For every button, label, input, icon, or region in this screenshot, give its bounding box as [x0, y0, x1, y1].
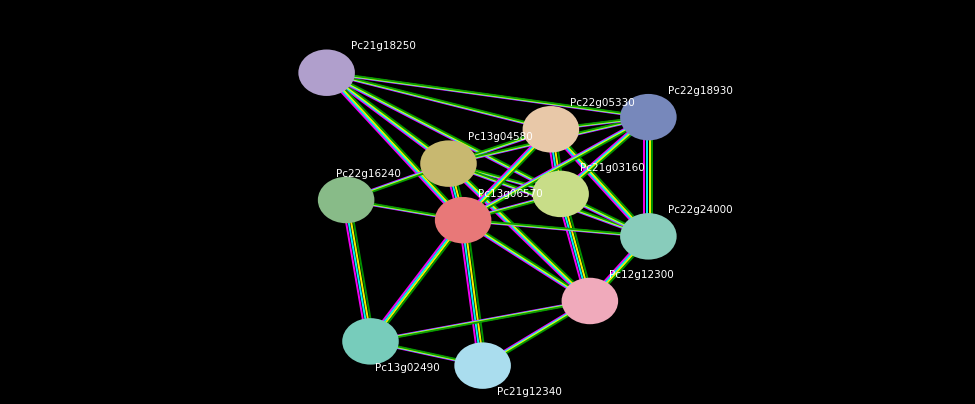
Text: Pc21g03160: Pc21g03160 — [580, 163, 644, 173]
Text: Pc21g12340: Pc21g12340 — [497, 387, 563, 397]
Ellipse shape — [620, 213, 677, 259]
Ellipse shape — [435, 197, 491, 243]
Ellipse shape — [298, 50, 355, 96]
Text: Pc13g04580: Pc13g04580 — [468, 133, 532, 142]
Text: Pc12g12300: Pc12g12300 — [609, 270, 674, 280]
Ellipse shape — [562, 278, 618, 324]
Text: Pc13g06570: Pc13g06570 — [478, 189, 542, 199]
Text: Pc22g18930: Pc22g18930 — [668, 86, 733, 96]
Ellipse shape — [342, 318, 399, 364]
Ellipse shape — [532, 170, 589, 217]
Ellipse shape — [620, 94, 677, 141]
Text: Pc13g02490: Pc13g02490 — [375, 363, 440, 372]
Text: Pc22g05330: Pc22g05330 — [570, 98, 635, 108]
Ellipse shape — [454, 343, 511, 389]
Text: Pc21g18250: Pc21g18250 — [351, 42, 416, 51]
Text: Pc22g24000: Pc22g24000 — [668, 205, 732, 215]
Text: Pc22g16240: Pc22g16240 — [336, 169, 402, 179]
Ellipse shape — [523, 106, 579, 152]
Ellipse shape — [318, 177, 374, 223]
Ellipse shape — [420, 140, 477, 187]
